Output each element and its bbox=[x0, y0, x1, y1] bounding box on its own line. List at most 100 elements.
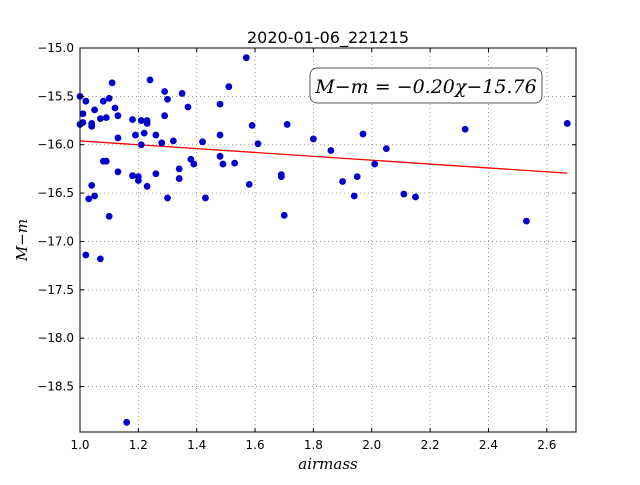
data-point bbox=[152, 131, 160, 139]
y-axis-label: M−m bbox=[13, 219, 31, 262]
data-point bbox=[202, 194, 209, 202]
data-point bbox=[461, 125, 469, 133]
data-point bbox=[563, 120, 571, 127]
data-point bbox=[178, 90, 186, 97]
x-axis-label: airmass bbox=[298, 455, 358, 473]
data-point bbox=[248, 121, 256, 129]
x-tick-label: 1.6 bbox=[246, 438, 265, 452]
data-point bbox=[219, 160, 227, 168]
data-point bbox=[400, 190, 408, 198]
data-point bbox=[79, 110, 87, 118]
data-point bbox=[216, 152, 224, 160]
data-point bbox=[283, 121, 291, 128]
data-point bbox=[82, 251, 90, 259]
data-point bbox=[199, 138, 206, 146]
plot-frame bbox=[79, 47, 577, 433]
data-point bbox=[88, 120, 96, 127]
y-tick-label: −18.5 bbox=[37, 380, 74, 394]
data-point bbox=[91, 106, 98, 114]
data-point bbox=[359, 130, 367, 138]
data-point bbox=[114, 168, 122, 176]
data-point bbox=[105, 94, 113, 102]
data-point bbox=[310, 135, 317, 143]
data-point bbox=[97, 255, 104, 263]
data-point bbox=[99, 97, 107, 105]
data-point bbox=[143, 182, 151, 190]
data-point bbox=[161, 112, 169, 120]
data-point bbox=[353, 173, 361, 181]
data-point bbox=[216, 100, 224, 108]
y-tick-label: −16.5 bbox=[37, 186, 74, 200]
x-tick-label: 1.8 bbox=[304, 438, 323, 452]
x-tick-label: 2.6 bbox=[537, 438, 556, 452]
data-point bbox=[190, 160, 198, 168]
data-point bbox=[169, 137, 177, 145]
data-point bbox=[164, 95, 171, 103]
data-point bbox=[102, 157, 110, 165]
data-point bbox=[143, 120, 151, 127]
data-point bbox=[111, 104, 119, 112]
data-point bbox=[152, 170, 160, 178]
data-point bbox=[242, 54, 250, 62]
data-point bbox=[161, 88, 169, 95]
data-point bbox=[97, 115, 104, 123]
y-tick-label: −17.5 bbox=[37, 283, 74, 297]
data-point bbox=[164, 194, 171, 202]
x-tick-label: 2.2 bbox=[421, 438, 440, 452]
data-point bbox=[123, 418, 131, 426]
plot-area bbox=[80, 48, 576, 432]
data-point bbox=[371, 160, 379, 168]
data-point bbox=[216, 131, 224, 139]
data-point bbox=[412, 193, 419, 201]
data-point bbox=[132, 131, 139, 139]
fit-equation: M−m = −0.20χ−15.76 bbox=[314, 76, 536, 98]
data-point bbox=[231, 159, 239, 167]
x-tick-label: 1.4 bbox=[187, 438, 206, 452]
fit-annotation: M−m = −0.20χ−15.76 bbox=[309, 67, 543, 104]
data-point bbox=[339, 178, 346, 185]
y-tick-label: −17.0 bbox=[37, 234, 74, 248]
data-point bbox=[146, 76, 154, 84]
data-point bbox=[102, 114, 110, 122]
data-point bbox=[225, 83, 233, 91]
data-point bbox=[137, 117, 145, 124]
y-tick-label: −18.0 bbox=[37, 331, 74, 345]
data-point bbox=[88, 181, 96, 189]
x-tick-label: 1.0 bbox=[70, 438, 89, 452]
fit-line-layer bbox=[79, 140, 568, 174]
data-point bbox=[280, 211, 288, 219]
data-point bbox=[108, 79, 116, 87]
data-point bbox=[175, 165, 183, 173]
data-point bbox=[129, 172, 136, 180]
data-point bbox=[245, 180, 253, 188]
chart-title: 2020-01-06_221215 bbox=[247, 28, 409, 48]
data-point bbox=[82, 97, 90, 105]
annotation-box bbox=[309, 67, 543, 104]
data-point bbox=[523, 217, 530, 225]
data-point bbox=[140, 129, 148, 137]
data-point bbox=[114, 112, 122, 120]
data-point bbox=[350, 192, 358, 200]
data-point bbox=[114, 134, 122, 142]
y-tick-label: −15.0 bbox=[37, 41, 74, 55]
fit-line bbox=[79, 140, 568, 174]
data-point bbox=[137, 141, 145, 149]
x-tick-label: 2.0 bbox=[362, 438, 381, 452]
data-point bbox=[85, 195, 93, 203]
x-tick-label: 2.4 bbox=[479, 438, 498, 452]
data-point bbox=[254, 140, 262, 148]
data-point bbox=[79, 119, 87, 126]
data-point bbox=[382, 145, 390, 152]
y-tick-label: −15.5 bbox=[37, 89, 74, 103]
data-point bbox=[327, 147, 335, 154]
data-point bbox=[134, 177, 142, 184]
x-tick-label: 1.2 bbox=[129, 438, 148, 452]
data-point bbox=[105, 212, 113, 220]
data-point bbox=[175, 175, 183, 182]
axis-ticks: 1.0 1.2 1.4 1.6 1.8 2.0 2.2 2.4 2.6 −15.0 −15.5 −16… bbox=[37, 41, 576, 452]
data-point bbox=[184, 103, 192, 111]
data-point bbox=[158, 139, 166, 147]
data-point bbox=[277, 171, 285, 179]
